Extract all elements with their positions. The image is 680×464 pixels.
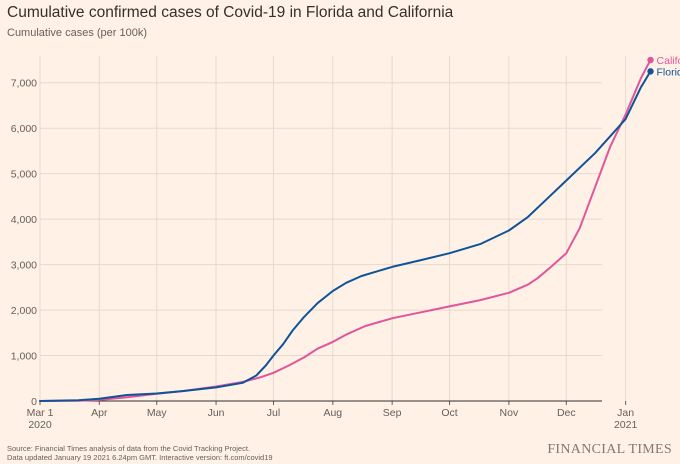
x-tick-sublabel: 2020 [28,419,52,431]
x-tick-label: Apr [91,407,108,419]
x-tick-label: Aug [323,407,342,419]
series-endpoint-california [647,56,654,64]
series-line-california [39,59,652,402]
series-layer [39,56,654,402]
x-tick-label: Nov [500,407,519,419]
y-tick-label: 4,000 [11,214,37,226]
update-note: Data updated January 19 2021 6.24pm GMT.… [7,453,273,462]
chart-footer: Source: Financial Times analysis of data… [7,444,273,462]
x-tick-label: Mar 1 [27,407,54,419]
x-tick-label: Jun [208,407,225,419]
y-tick-label: 7,000 [11,78,37,90]
series-endpoint-florida [647,68,654,75]
chart-subtitle: Cumulative cases (per 100k) [7,27,148,39]
ft-logo: FINANCIAL TIMES [547,442,672,457]
x-tick-label: Sep [383,407,402,419]
x-tick-sublabel: 2021 [614,419,638,431]
x-tick-label: Oct [441,407,457,419]
grid-layer [39,56,627,401]
y-tick-label: 6,000 [11,123,37,135]
y-tick-label: 0 [31,396,37,408]
x-tick-label: May [147,407,168,419]
source-note: Source: Financial Times analysis of data… [7,444,251,453]
x-tick-label: Dec [557,407,576,419]
y-tick-label: 2,000 [11,305,37,317]
y-tick-label: 1,000 [11,351,37,363]
x-tick-label: Jan [617,407,634,419]
chart-title: Cumulative confirmed cases of Covid-19 i… [7,4,454,21]
legend-label-california: California [657,55,680,67]
axis-layer: 0 1,000 2,000 3,000 4,000 5,000 6,000 7,000 Mar … [11,78,638,431]
y-tick-label: 5,000 [11,169,37,181]
legend-layer: CaliforniaFlorida [657,55,680,78]
legend-label-florida: Florida [657,66,680,78]
y-tick-label: 3,000 [11,260,37,272]
x-tick-label: Jul [267,407,280,419]
series-line-florida [39,70,652,402]
